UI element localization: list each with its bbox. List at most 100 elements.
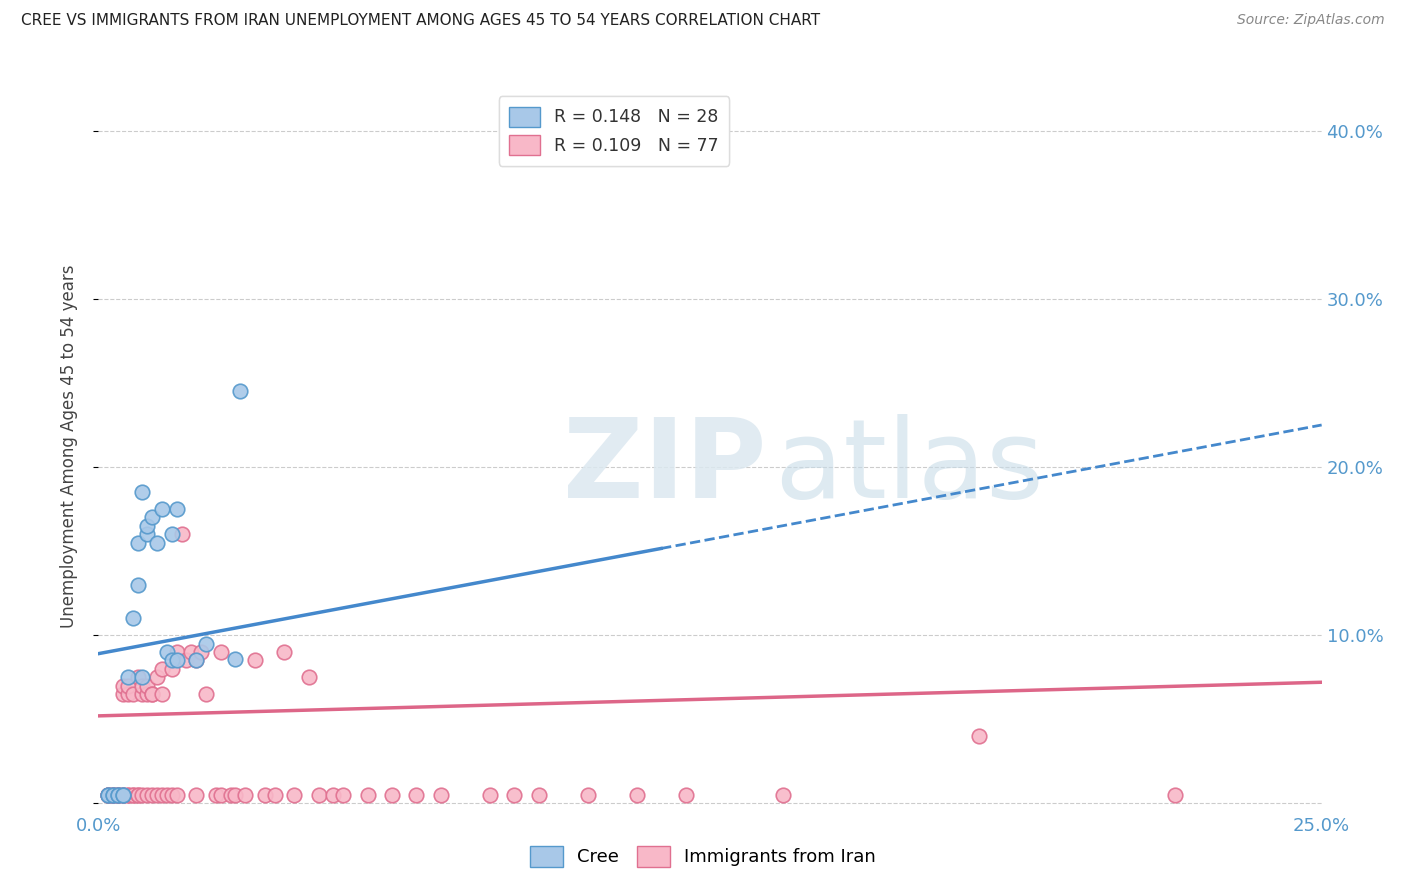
Point: [195, 636, 218, 650]
Point: [186, 653, 208, 667]
Point: [186, 653, 208, 667]
Point: [209, 788, 232, 802]
Point: [146, 788, 169, 802]
Point: [1164, 788, 1187, 802]
Y-axis label: Unemployment Among Ages 45 to 54 years: Unemployment Among Ages 45 to 54 years: [59, 264, 77, 628]
Point: [127, 535, 149, 549]
Point: [97, 788, 120, 802]
Point: [405, 788, 427, 802]
Legend: R = 0.148   N = 28, R = 0.109   N = 77: R = 0.148 N = 28, R = 0.109 N = 77: [499, 96, 730, 166]
Point: [298, 670, 321, 684]
Point: [107, 788, 129, 802]
Point: [170, 527, 193, 541]
Point: [146, 535, 169, 549]
Point: [283, 788, 305, 802]
Point: [176, 653, 198, 667]
Point: [233, 788, 256, 802]
Point: [107, 788, 129, 802]
Point: [111, 788, 134, 802]
Point: [127, 788, 149, 802]
Point: [97, 788, 120, 802]
Point: [381, 788, 404, 802]
Point: [107, 788, 129, 802]
Point: [111, 788, 134, 802]
Point: [160, 527, 183, 541]
Point: [101, 788, 124, 802]
Point: [141, 687, 163, 701]
Point: [117, 679, 139, 693]
Point: [107, 788, 129, 802]
Point: [195, 687, 218, 701]
Point: [111, 687, 134, 701]
Point: [136, 687, 159, 701]
Point: [150, 788, 173, 802]
Point: [209, 645, 232, 659]
Point: [150, 687, 173, 701]
Point: [576, 788, 599, 802]
Point: [332, 788, 354, 802]
Point: [219, 788, 242, 802]
Point: [186, 788, 208, 802]
Point: [160, 653, 183, 667]
Point: [772, 788, 794, 802]
Point: [136, 788, 159, 802]
Point: [97, 788, 120, 802]
Point: [131, 679, 153, 693]
Point: [141, 510, 163, 524]
Point: [527, 788, 550, 802]
Point: [117, 670, 139, 684]
Point: [356, 788, 378, 802]
Point: [131, 788, 153, 802]
Text: CREE VS IMMIGRANTS FROM IRAN UNEMPLOYMENT AMONG AGES 45 TO 54 YEARS CORRELATION : CREE VS IMMIGRANTS FROM IRAN UNEMPLOYMEN…: [21, 13, 820, 29]
Point: [97, 788, 120, 802]
Point: [101, 788, 124, 802]
Point: [136, 527, 159, 541]
Point: [503, 788, 526, 802]
Point: [150, 662, 173, 676]
Point: [205, 788, 228, 802]
Point: [160, 788, 183, 802]
Point: [101, 788, 124, 802]
Point: [121, 788, 143, 802]
Point: [131, 687, 153, 701]
Point: [180, 645, 202, 659]
Point: [263, 788, 285, 802]
Point: [121, 788, 143, 802]
Point: [308, 788, 330, 802]
Point: [101, 788, 124, 802]
Legend: Cree, Immigrants from Iran: Cree, Immigrants from Iran: [523, 838, 883, 874]
Point: [322, 788, 344, 802]
Point: [117, 788, 139, 802]
Point: [131, 670, 153, 684]
Point: [117, 788, 139, 802]
Point: [156, 645, 179, 659]
Point: [107, 788, 129, 802]
Text: Source: ZipAtlas.com: Source: ZipAtlas.com: [1237, 13, 1385, 28]
Point: [166, 788, 188, 802]
Point: [150, 502, 173, 516]
Point: [166, 645, 188, 659]
Point: [141, 788, 163, 802]
Point: [190, 645, 212, 659]
Point: [127, 788, 149, 802]
Point: [146, 670, 169, 684]
Point: [111, 788, 134, 802]
Text: ZIP: ZIP: [564, 415, 766, 522]
Point: [121, 687, 143, 701]
Point: [229, 384, 252, 399]
Point: [967, 729, 990, 743]
Point: [224, 651, 246, 665]
Point: [121, 611, 143, 625]
Point: [243, 653, 266, 667]
Point: [127, 670, 149, 684]
Text: atlas: atlas: [564, 415, 1045, 522]
Point: [253, 788, 276, 802]
Point: [224, 788, 246, 802]
Point: [117, 687, 139, 701]
Point: [626, 788, 648, 802]
Point: [675, 788, 697, 802]
Point: [273, 645, 295, 659]
Point: [160, 662, 183, 676]
Point: [478, 788, 501, 802]
Point: [127, 578, 149, 592]
